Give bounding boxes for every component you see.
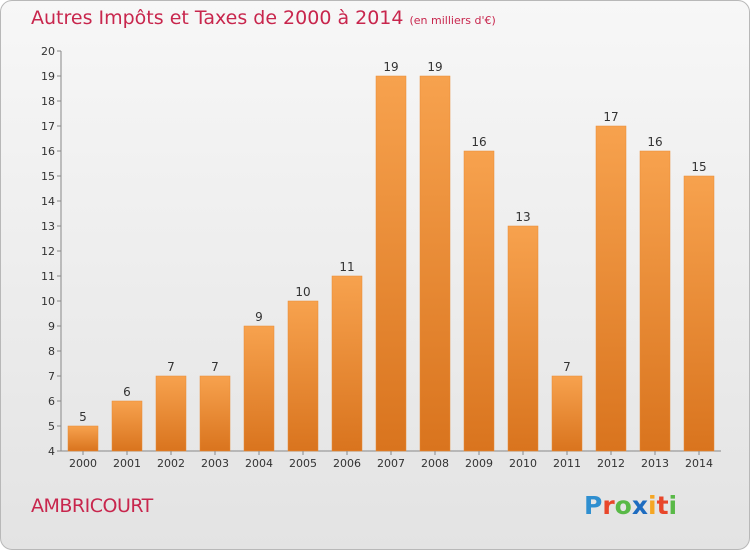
y-tick-label: 10 [41,295,55,308]
bar-value-label: 15 [691,160,706,174]
y-tick-label: 16 [41,145,55,158]
x-tick-label: 2001 [113,457,141,470]
bar [243,325,275,452]
bar-value-label: 6 [123,385,131,399]
y-tick-label: 12 [41,245,55,258]
y-tick-label: 14 [41,195,55,208]
bar [507,225,539,452]
bar [375,75,407,452]
logo-letter: o [614,491,632,520]
bar [683,175,715,452]
x-tick-label: 2011 [553,457,581,470]
bar-value-label: 5 [79,410,87,424]
chart-title: Autres Impôts et Taxes de 2000 à 2014 (en… [31,7,496,29]
bar [595,125,627,452]
bar-value-label: 10 [295,285,310,299]
bar [419,75,451,452]
x-tick-label: 2003 [201,457,229,470]
x-tick-label: 2012 [597,457,625,470]
y-tick-label: 11 [41,270,55,283]
bar [67,425,99,452]
y-tick-label: 9 [48,320,55,333]
bar [111,400,143,452]
chart-title-unit: (en milliers d'€) [409,14,496,27]
bar-value-label: 16 [471,135,486,149]
bar-value-label: 11 [339,260,354,274]
bar-value-label: 19 [427,60,442,74]
y-tick-label: 18 [41,95,55,108]
x-tick-label: 2004 [245,457,273,470]
chart-title-main: Autres Impôts et Taxes de 2000 à 2014 [31,7,404,29]
y-tick-label: 8 [48,345,55,358]
x-tick-label: 2006 [333,457,361,470]
bar [199,375,231,452]
bar [331,275,363,452]
bar-value-label: 7 [211,360,219,374]
logo-letter: x [631,491,648,520]
y-tick-label: 13 [41,220,55,233]
logo-letter: i [668,491,678,520]
y-tick-label: 17 [41,120,55,133]
y-tick-label: 15 [41,170,55,183]
x-tick-label: 2013 [641,457,669,470]
bar-value-label: 9 [255,310,263,324]
y-tick-label: 6 [48,395,55,408]
proxiti-logo: Proxiti [584,491,677,520]
bar [639,150,671,452]
bar [287,300,319,452]
x-tick-label: 2000 [69,457,97,470]
x-tick-label: 2014 [685,457,713,470]
logo-letter: t [656,491,669,520]
bar [551,375,583,452]
bar-value-label: 7 [167,360,175,374]
y-tick-label: 4 [48,445,55,458]
commune-name: AMBRICOURT [31,495,153,517]
y-tick-label: 7 [48,370,55,383]
x-tick-label: 2009 [465,457,493,470]
x-tick-label: 2008 [421,457,449,470]
bar-value-label: 13 [515,210,530,224]
bar-value-label: 16 [647,135,662,149]
logo-letter: P [584,491,603,520]
x-tick-label: 2002 [157,457,185,470]
logo-letter: i [648,491,657,520]
x-tick-label: 2005 [289,457,317,470]
y-tick-label: 19 [41,70,55,83]
bar-value-label: 17 [603,110,618,124]
x-tick-label: 2010 [509,457,537,470]
y-tick-label: 5 [48,420,55,433]
x-tick-label: 2007 [377,457,405,470]
logo-letter: r [602,491,615,520]
bar [463,150,495,452]
bar-value-label: 19 [383,60,398,74]
bar-value-label: 7 [563,360,571,374]
y-tick-label: 20 [41,45,55,58]
bar [155,375,187,452]
